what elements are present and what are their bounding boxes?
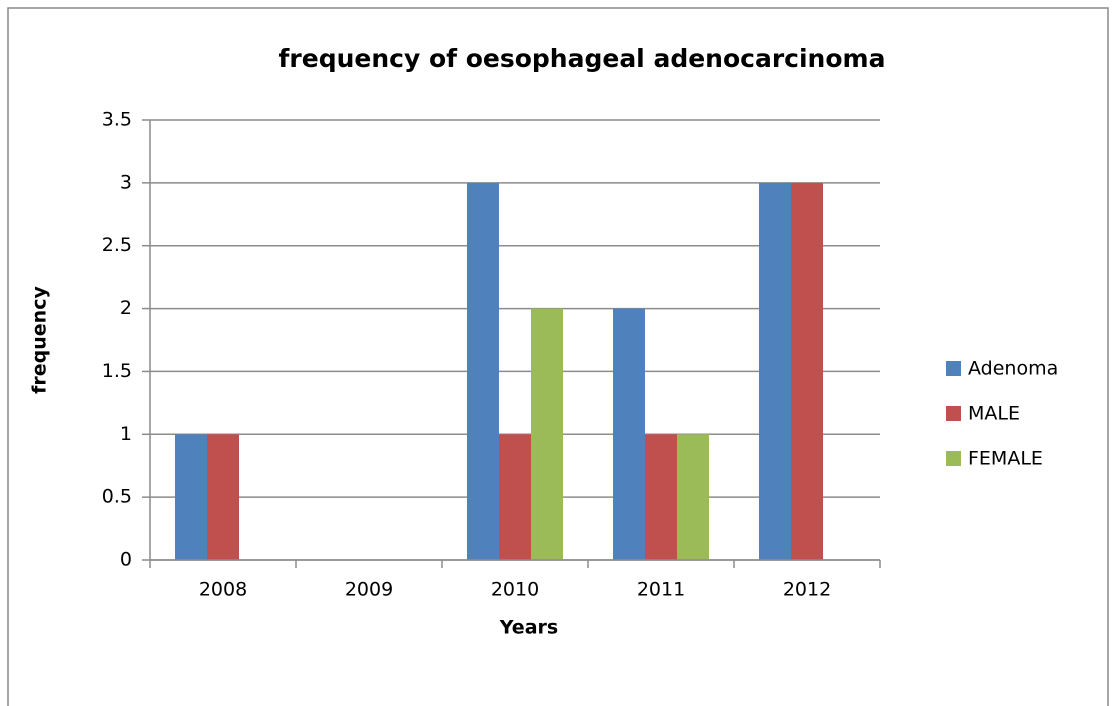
y-axis-title: frequency — [29, 286, 51, 394]
y-tick-label: 2 — [120, 297, 132, 319]
bar — [677, 434, 709, 560]
bar — [613, 308, 645, 560]
x-tick-label: 2009 — [345, 579, 393, 601]
y-tick-label: 3 — [120, 171, 132, 193]
legend-label: FEMALE — [968, 448, 1043, 470]
legend-swatch — [946, 406, 961, 421]
bar — [531, 308, 563, 560]
y-tick-label: 0.5 — [102, 486, 132, 508]
legend-swatch — [946, 451, 961, 466]
y-tick-label: 1 — [120, 423, 132, 445]
x-tick-label: 2011 — [637, 579, 685, 601]
chart-title: frequency of oesophageal adenocarcinoma — [279, 44, 886, 73]
x-tick-label: 2010 — [491, 579, 539, 601]
y-tick-label: 1.5 — [102, 360, 132, 382]
bar — [791, 182, 823, 560]
y-tick-label: 0 — [120, 549, 132, 571]
y-tick-label: 2.5 — [102, 234, 132, 256]
x-tick-label: 2008 — [199, 579, 247, 601]
bar — [467, 182, 499, 560]
y-tick-label: 3.5 — [102, 109, 132, 131]
bar — [759, 182, 791, 560]
legend-label: Adenoma — [968, 358, 1058, 380]
x-axis-title: Years — [499, 617, 558, 639]
bar — [645, 434, 677, 560]
legend-swatch — [946, 361, 961, 376]
bar — [499, 434, 531, 560]
bar — [207, 434, 239, 560]
bar — [175, 434, 207, 560]
legend-label: MALE — [968, 403, 1020, 425]
x-tick-label: 2012 — [783, 579, 831, 601]
